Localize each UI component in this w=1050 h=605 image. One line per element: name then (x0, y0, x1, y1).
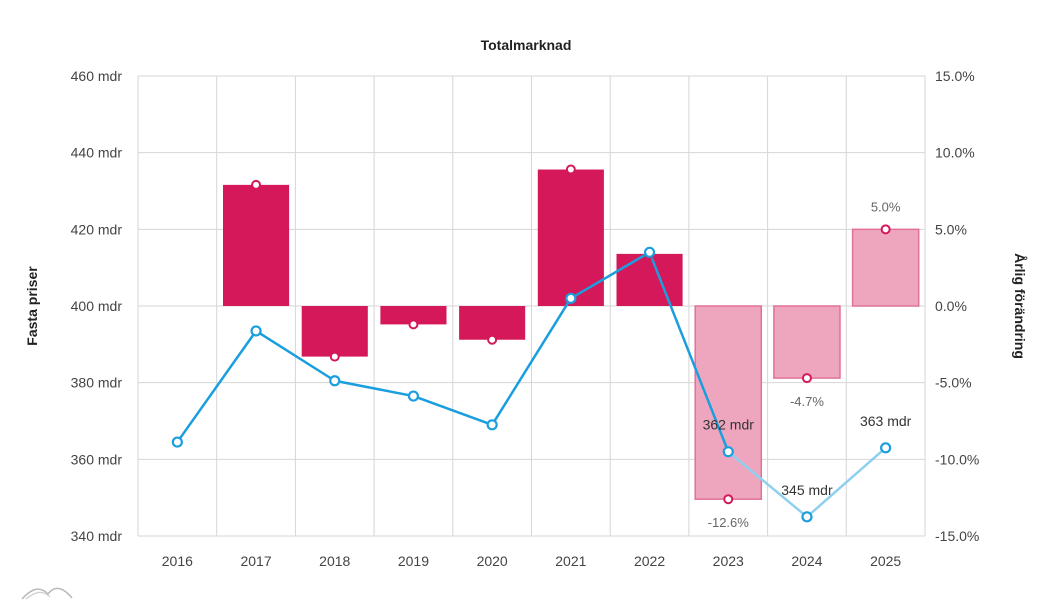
line-segment (805, 446, 887, 519)
label-layer: 340 mdr 360 mdr 380 mdr 400 mdr 420 mdr 440 m… (71, 68, 980, 569)
x-tick-label: 2017 (240, 553, 271, 569)
line-point (407, 390, 420, 402)
bar-point (329, 351, 340, 362)
y-left-tick-label: 440 mdr (71, 145, 123, 161)
chart-title: Totalmarknad (481, 37, 572, 53)
y-right-tick-label: -15.0% (935, 528, 979, 544)
y-right-tick-label: 10.0% (935, 145, 975, 161)
y-right-tick-label: 5.0% (935, 221, 967, 237)
x-tick-label: 2023 (713, 553, 744, 569)
bar-data-label: -12.6% (708, 515, 750, 530)
line-segment (412, 394, 494, 427)
y-axis-right-title: Årlig förändring (1012, 253, 1028, 359)
y-left-tick-label: 400 mdr (71, 298, 123, 314)
bar-point (487, 334, 498, 345)
line-series (176, 251, 887, 519)
y-left-tick-label: 360 mdr (71, 451, 123, 467)
bar (773, 305, 841, 379)
y-right-tick-label: 15.0% (935, 68, 975, 84)
x-tick-label: 2025 (870, 553, 901, 569)
bar-data-label: 5.0% (871, 199, 901, 214)
x-tick-label: 2022 (634, 553, 665, 569)
line-point (801, 511, 813, 523)
bar-point (408, 319, 419, 330)
bar (537, 169, 604, 306)
line-point (643, 246, 656, 258)
grid-layer (137, 75, 926, 537)
line-point (171, 436, 183, 448)
line-segment (333, 379, 415, 398)
x-tick-label: 2019 (398, 553, 429, 569)
line-point (250, 325, 262, 337)
line-data-label: 362 mdr (703, 417, 755, 433)
y-right-tick-label: 0.0% (935, 298, 967, 314)
line-point (722, 446, 734, 458)
bar (459, 306, 526, 340)
bar (851, 228, 920, 307)
y-left-tick-label: 380 mdr (71, 375, 123, 391)
line-segment (490, 297, 573, 427)
bar-series (222, 169, 920, 500)
line-segment (727, 450, 809, 519)
y-right-tick-label: -5.0% (935, 375, 972, 391)
line-point (329, 375, 341, 387)
bar (222, 184, 290, 306)
marker-layer (171, 164, 892, 523)
x-tick-label: 2016 (162, 553, 193, 569)
bar-point (565, 164, 576, 175)
bar (616, 253, 683, 306)
line-data-label: 363 mdr (860, 413, 912, 429)
bar-data-label: -4.7% (790, 394, 824, 409)
line-data-label: 345 mdr (781, 482, 833, 498)
x-tick-label: 2020 (477, 553, 508, 569)
y-right-tick-label: -10.0% (935, 451, 979, 467)
bar-point (723, 494, 734, 505)
bar-point (251, 179, 262, 190)
line-segment (176, 329, 258, 444)
bar-point (801, 373, 812, 384)
bar (380, 306, 447, 325)
y-axis-left-title: Fasta priser (24, 266, 40, 346)
y-left-tick-label: 460 mdr (71, 68, 123, 84)
line-point (565, 292, 577, 304)
logo-icon (21, 587, 73, 600)
bar-point (880, 224, 891, 235)
x-tick-label: 2018 (319, 553, 350, 569)
x-tick-label: 2024 (791, 553, 822, 569)
bar (694, 305, 763, 500)
line-point (486, 419, 498, 431)
bar (301, 306, 368, 357)
x-tick-label: 2021 (555, 553, 586, 569)
line-segment (648, 251, 730, 453)
line-segment (254, 329, 336, 382)
y-left-tick-label: 340 mdr (71, 528, 123, 544)
y-left-tick-label: 420 mdr (71, 221, 123, 237)
line-segment (569, 251, 651, 300)
line-point (880, 442, 892, 454)
